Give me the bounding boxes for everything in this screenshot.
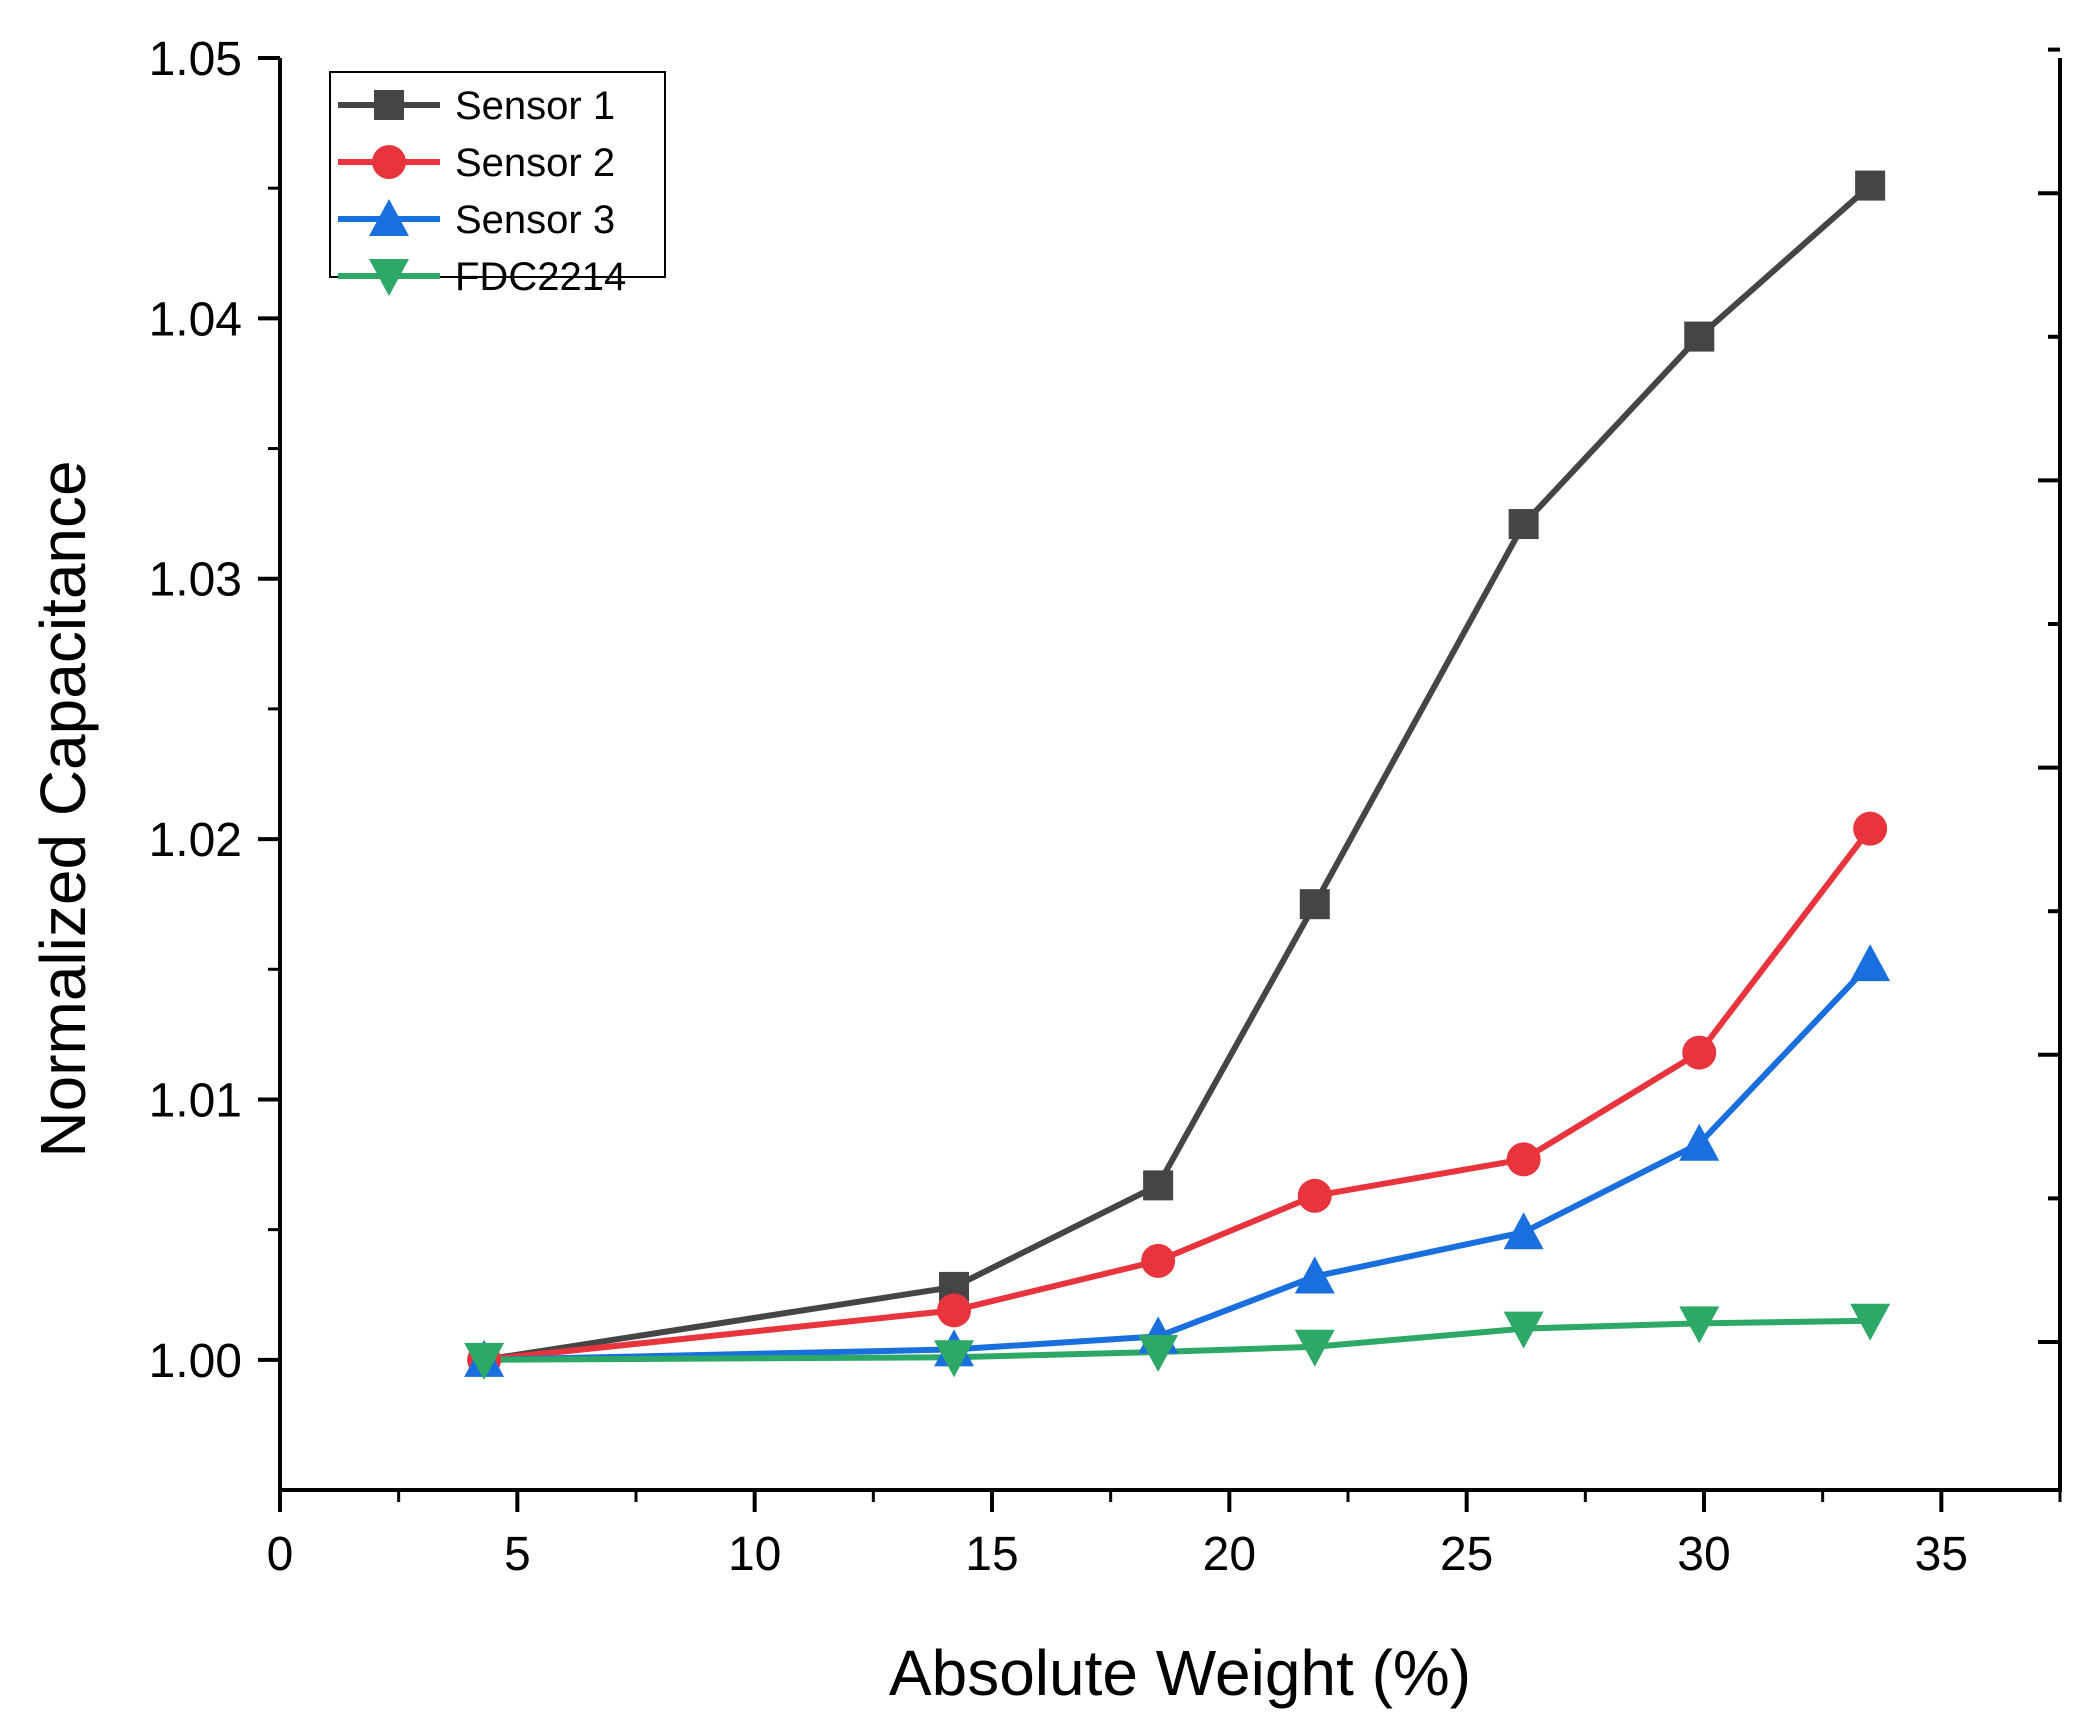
legend-label-1: Sensor 1 (455, 84, 615, 128)
y-tick-label: 1.01 (149, 1074, 242, 1127)
legend-marker-2 (372, 145, 406, 179)
y-tick-label: 1.03 (149, 554, 242, 607)
x-tick-label: 25 (1440, 1528, 1493, 1581)
y-tick-label: 1.04 (149, 293, 242, 346)
ticks: 0 5 10 15 20 25 30 35 1.00 1.01 1.02 1.03 1.04 1.05 (149, 33, 2062, 1581)
data-point-series-2 (1297, 1178, 1332, 1213)
legend-label-2: Sensor 2 (455, 141, 615, 185)
data-point-series-4 (1138, 1335, 1179, 1373)
x-tick-label: 5 (504, 1528, 531, 1581)
legend-marker-4 (369, 259, 409, 296)
data-point-series-4 (464, 1342, 505, 1380)
x-axis-title: Absolute Weight (%) (889, 1637, 1471, 1709)
data-point-series-2 (1141, 1243, 1176, 1278)
x-tick-label: 0 (267, 1528, 294, 1581)
data-point-series-1 (1684, 321, 1715, 352)
legend-marker-3 (369, 199, 409, 236)
data-point-series-4 (1850, 1303, 1891, 1341)
legend-label-3: Sensor 3 (455, 198, 615, 242)
y-tick-label: 1.05 (149, 33, 242, 86)
legend-label-4: FDC2214 (455, 255, 626, 299)
legend-marker-1 (374, 90, 404, 120)
x-tick-label: 35 (1915, 1528, 1968, 1581)
data-point-series-3 (1850, 944, 1891, 982)
data-point-series-1 (1299, 889, 1330, 920)
axes (278, 58, 2062, 1492)
data-point-series-2 (1853, 811, 1888, 846)
data-point-series-1 (1508, 509, 1539, 540)
data-point-series-3 (1679, 1123, 1720, 1161)
series-markers (464, 170, 1891, 1380)
x-tick-label: 15 (965, 1528, 1018, 1581)
data-point-series-4 (1294, 1329, 1335, 1367)
data-point-series-3 (1503, 1212, 1544, 1250)
legend: Sensor 1 Sensor 2 Sensor 3 FDC2214 (329, 71, 666, 299)
x-tick-label: 30 (1677, 1528, 1730, 1581)
y-axis-title: Normalized Capacitance (27, 460, 99, 1157)
data-point-series-3 (1294, 1256, 1335, 1294)
x-tick-label: 20 (1203, 1528, 1256, 1581)
data-point-series-1 (1143, 1170, 1174, 1201)
data-point-series-1 (1855, 170, 1886, 201)
y-tick-label: 1.00 (149, 1335, 242, 1388)
x-tick-label: 10 (728, 1528, 781, 1581)
data-point-series-2 (937, 1293, 972, 1328)
y-tick-label: 1.02 (149, 814, 242, 867)
data-point-series-4 (934, 1340, 975, 1378)
data-point-series-4 (1679, 1306, 1720, 1344)
data-point-series-4 (1503, 1311, 1544, 1349)
data-point-series-2 (1682, 1035, 1717, 1070)
data-point-series-2 (1506, 1142, 1541, 1177)
